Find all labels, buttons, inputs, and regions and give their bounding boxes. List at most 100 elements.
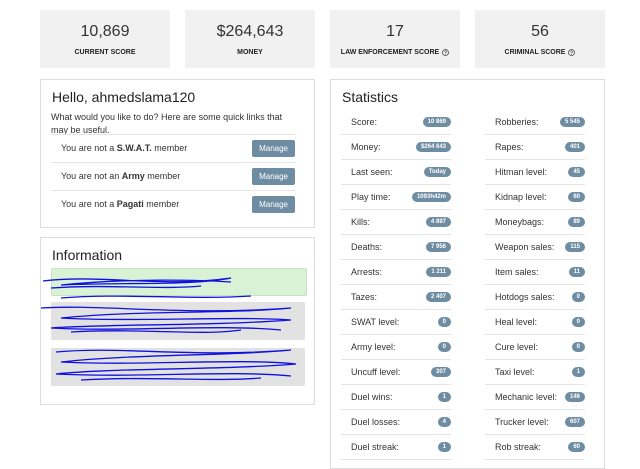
stat-name: Uncuff level: xyxy=(351,367,401,377)
stat-badge: 11 xyxy=(568,267,585,277)
stat-row: Duel streak: 1 xyxy=(341,435,451,460)
stat-badge: 10 869 xyxy=(422,117,451,127)
stat-name: Cure level: xyxy=(495,342,539,352)
stat-row: Hotdogs sales: 0 xyxy=(485,285,585,310)
manage-button[interactable]: Manage xyxy=(252,195,295,213)
membership-text: You are not an Army member xyxy=(61,171,180,181)
stat-badge: 1 xyxy=(437,442,451,452)
stat-row: Score: 10 869 xyxy=(341,110,451,135)
stat-badge: 607 xyxy=(564,417,585,427)
stat-badge: 2 407 xyxy=(425,292,451,302)
welcome-title: Hello, ahmedslama120 xyxy=(52,89,196,105)
stat-row: Weapon sales: 115 xyxy=(485,235,585,260)
stat-row: Last seen: Today xyxy=(341,160,451,185)
stat-row: SWAT level: 0 xyxy=(341,310,451,335)
stat-name: Play time: xyxy=(351,192,391,202)
information-panel: Information xyxy=(40,237,315,405)
stat-label: LAW ENFORCEMENT SCORE xyxy=(340,49,440,56)
membership-org: S.W.A.T. xyxy=(116,143,152,153)
info-box xyxy=(51,302,305,340)
help-icon[interactable] xyxy=(442,49,450,56)
stat-name: Tazes: xyxy=(351,292,378,302)
stat-value: 17 xyxy=(386,23,404,40)
membership-suffix: member xyxy=(146,199,180,209)
stat-card: 56 CRIMINAL SCORE xyxy=(475,10,605,68)
help-icon[interactable] xyxy=(568,49,576,56)
stat-badge: 4 897 xyxy=(425,217,451,227)
stat-badge: 45 xyxy=(568,167,585,177)
stat-badge: 0 xyxy=(437,317,451,327)
stat-badge: 60 xyxy=(568,442,585,452)
stat-row: Play time: 1093h42m xyxy=(341,185,451,210)
stat-badge: 1093h42m xyxy=(411,192,451,202)
stat-label: MONEY xyxy=(237,49,263,56)
stat-name: Weapon sales: xyxy=(495,242,555,252)
statistics-title: Statistics xyxy=(342,89,399,105)
stat-row: Uncuff level: 307 xyxy=(341,360,451,385)
stat-name: Kills: xyxy=(351,217,371,227)
stat-name: Last seen: xyxy=(351,167,393,177)
stat-name: Money: xyxy=(351,142,381,152)
stat-name: Kidnap level: xyxy=(495,192,547,202)
stat-name: Score: xyxy=(351,117,378,127)
stat-row: Taxi level: 1 xyxy=(485,360,585,385)
stat-row: Arrests: 1 211 xyxy=(341,260,451,285)
stat-badge: 60 xyxy=(568,192,585,202)
stat-name: Heal level: xyxy=(495,317,538,327)
membership-row: You are not an Army member Manage xyxy=(51,162,295,189)
stat-name: Trucker level: xyxy=(495,417,549,427)
redaction-scribble xyxy=(41,277,297,381)
stat-label-row: LAW ENFORCEMENT SCORE xyxy=(330,49,460,56)
stat-row: Cure level: 0 xyxy=(485,335,585,360)
membership-row: You are not a Pagati member Manage xyxy=(51,190,295,217)
stat-row: Rob streak: 60 xyxy=(485,435,585,460)
stat-value: $264,643 xyxy=(216,23,284,40)
stat-row: Duel wins: 1 xyxy=(341,385,451,410)
stat-badge: Today xyxy=(423,167,451,177)
stat-name: Arrests: xyxy=(351,267,383,277)
stat-name: Duel wins: xyxy=(351,392,393,402)
stat-row: Rapes: 401 xyxy=(485,135,585,160)
stat-name: Taxi level: xyxy=(495,367,535,377)
stat-label: CURRENT SCORE xyxy=(74,49,136,56)
stat-row: Mechanic level: 146 xyxy=(485,385,585,410)
membership-row: You are not a S.W.A.T. member Manage xyxy=(51,134,295,161)
stat-label-row: MONEY xyxy=(185,49,315,56)
membership-prefix: You are not a xyxy=(61,199,115,209)
stat-badge: 307 xyxy=(430,367,451,377)
stat-label-row: CRIMINAL SCORE xyxy=(475,49,605,56)
stat-row: Deaths: 7 956 xyxy=(341,235,451,260)
stat-badge: 1 xyxy=(571,367,585,377)
stat-row: Hitman level: 45 xyxy=(485,160,585,185)
stat-row: Army level: 0 xyxy=(341,335,451,360)
stat-row: Robberies: 5 545 xyxy=(485,110,585,135)
manage-button[interactable]: Manage xyxy=(252,139,295,157)
stat-row: Heal level: 0 xyxy=(485,310,585,335)
stat-row: Kidnap level: 60 xyxy=(485,185,585,210)
membership-prefix: You are not an xyxy=(61,171,120,181)
stat-row: Duel losses: 4 xyxy=(341,410,451,435)
stat-card: 10,869 CURRENT SCORE xyxy=(40,10,170,68)
membership-text: You are not a S.W.A.T. member xyxy=(61,143,187,153)
stat-badge: 1 211 xyxy=(426,267,451,277)
welcome-panel: Hello, ahmedslama120 What would you like… xyxy=(40,79,315,228)
page: 10,869 CURRENT SCORE $264,643 MONEY 17 LAW EN… xyxy=(40,10,605,469)
stat-value: 56 xyxy=(531,23,549,40)
stat-badge: 0 xyxy=(571,342,585,352)
stat-name: Hotdogs sales: xyxy=(495,292,555,302)
stat-label-row: CURRENT SCORE xyxy=(40,49,170,56)
statistics-panel: Statistics Score: 10 869 Money: $264 643 Las… xyxy=(330,79,605,469)
stat-badge: 0 xyxy=(437,342,451,352)
stat-card: $264,643 MONEY xyxy=(185,10,315,68)
stat-row: Tazes: 2 407 xyxy=(341,285,451,310)
stat-badge: 146 xyxy=(564,392,585,402)
membership-suffix: member xyxy=(147,171,181,181)
manage-button[interactable]: Manage xyxy=(252,167,295,185)
stat-row: Moneybags: 89 xyxy=(485,210,585,235)
stat-badge: 1 xyxy=(437,392,451,402)
stat-badge: 7 956 xyxy=(425,242,451,252)
stat-name: Robberies: xyxy=(495,117,539,127)
stat-badge: 89 xyxy=(568,217,585,227)
stat-value: 10,869 xyxy=(80,23,130,40)
stat-badge: 4 xyxy=(437,417,451,427)
